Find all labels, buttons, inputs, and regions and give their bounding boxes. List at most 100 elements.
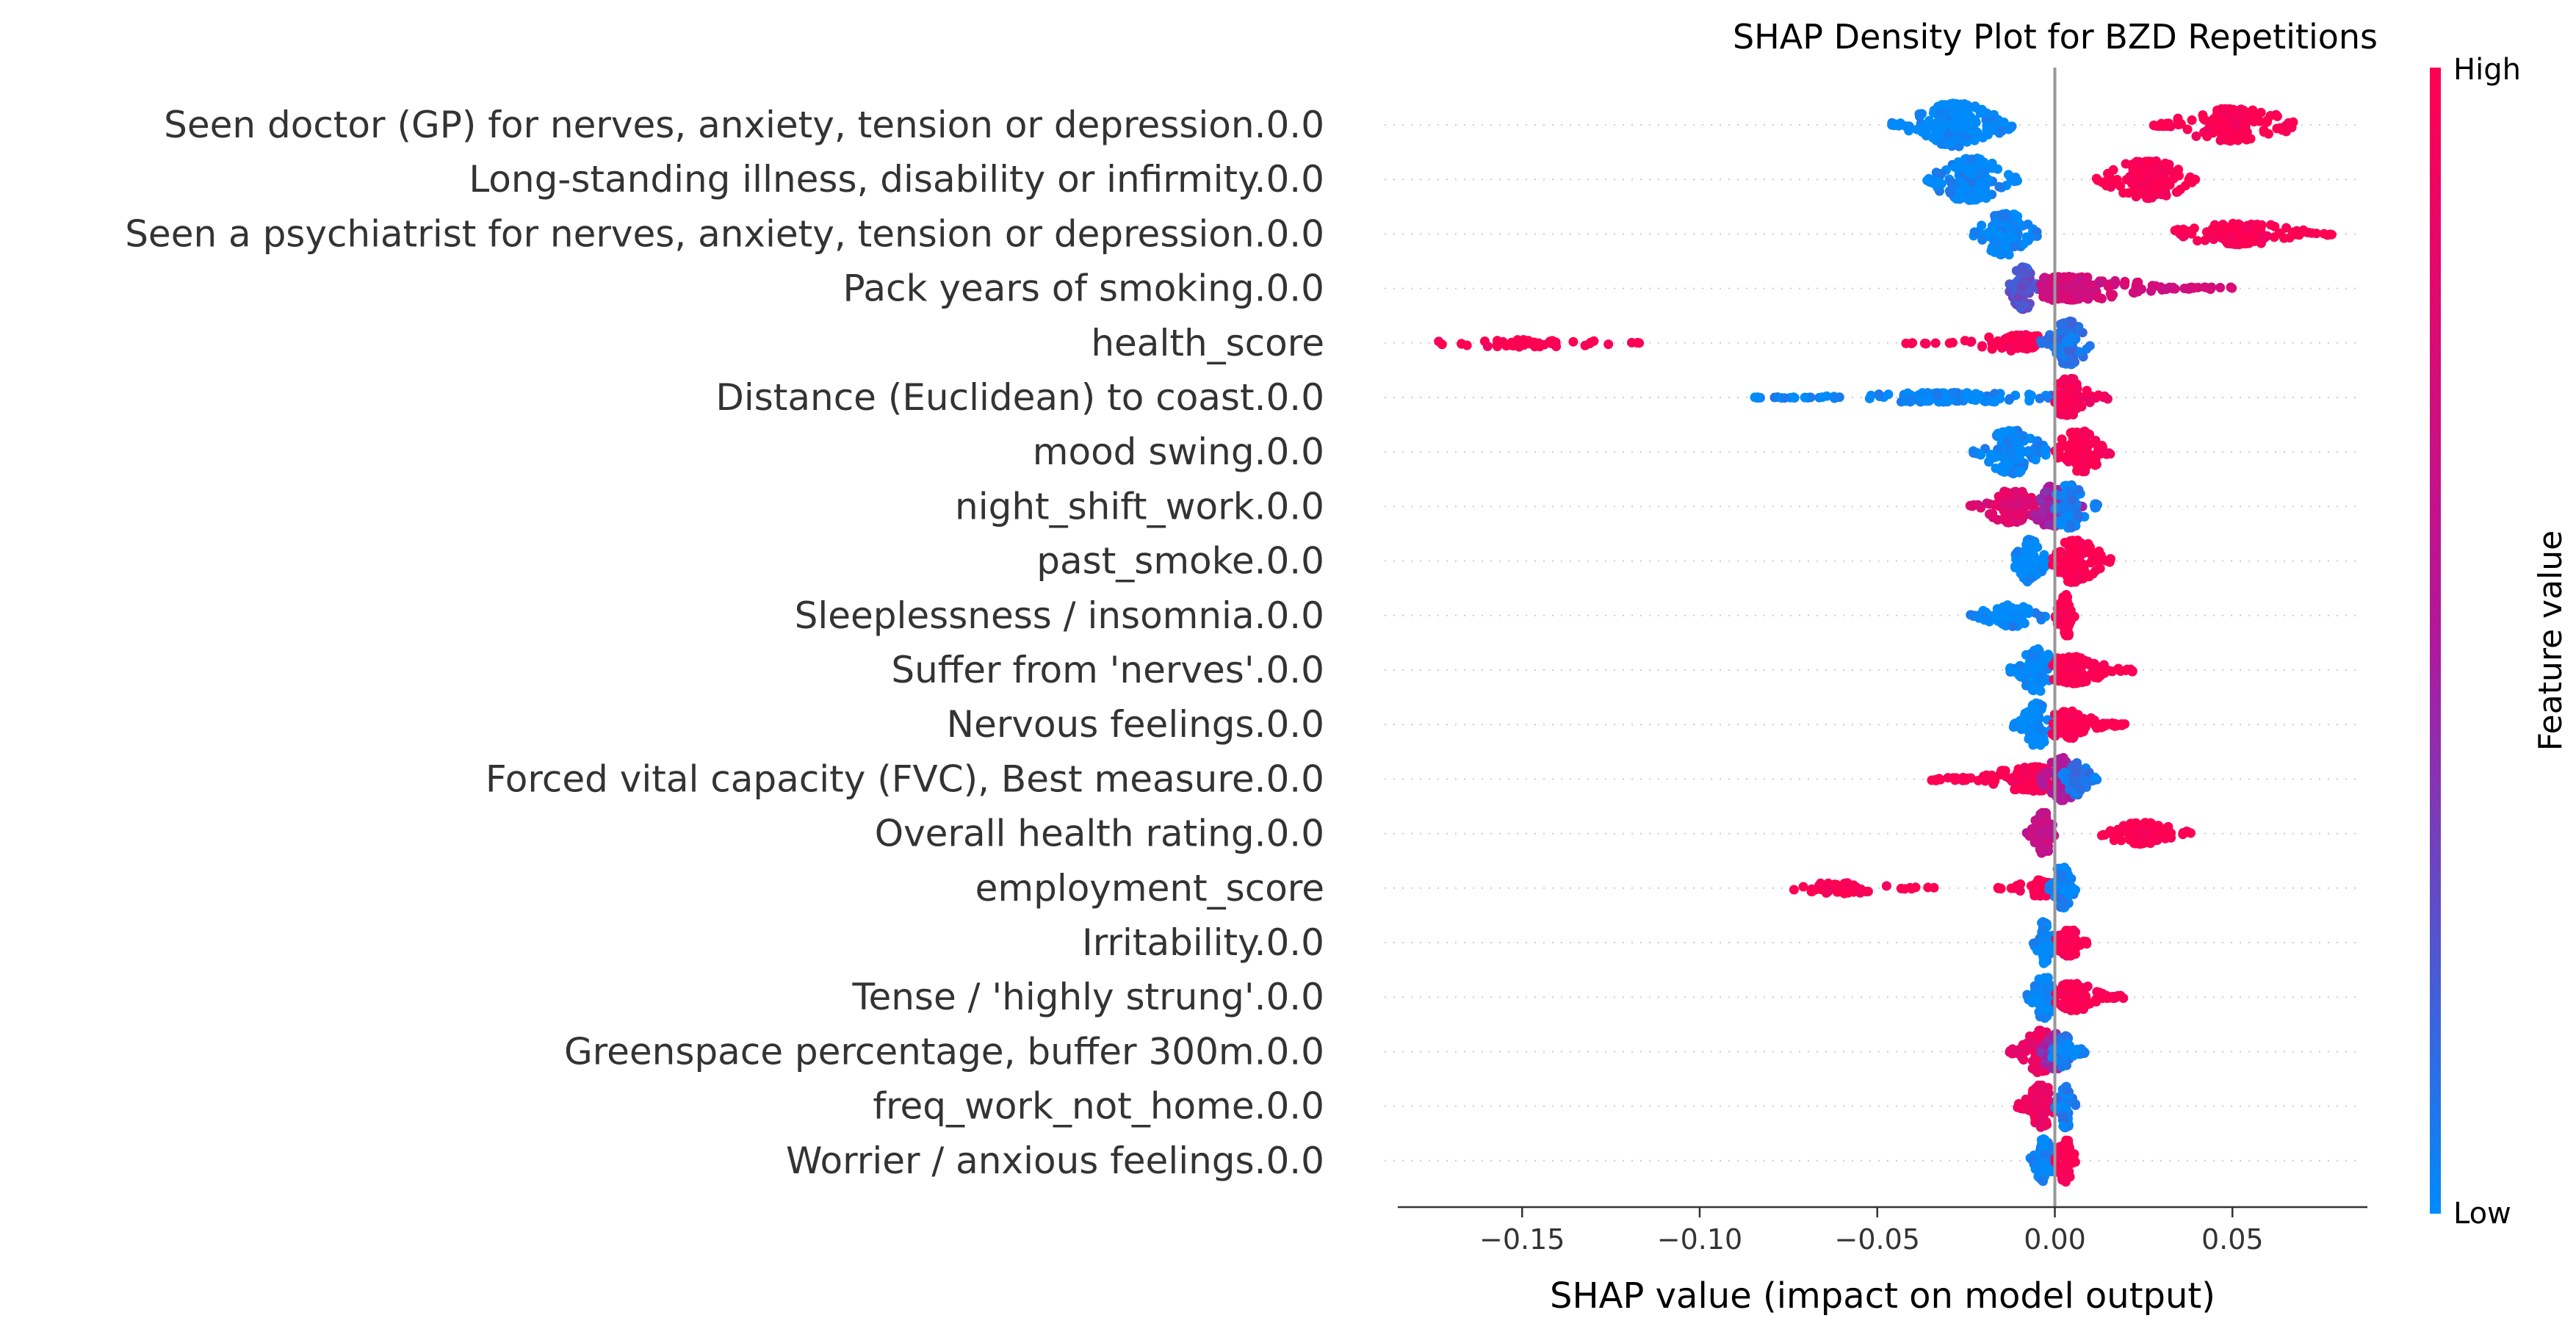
shap-point: [2030, 711, 2040, 721]
feature-rows: Seen doctor (GP) for nerves, anxiety, te…: [125, 104, 2362, 1182]
shap-point: [2074, 724, 2085, 735]
shap-point: [1829, 393, 1839, 403]
shap-point: [2160, 158, 2171, 168]
shap-point: [1603, 339, 1614, 350]
shap-point: [1951, 98, 1961, 109]
shap-point: [2066, 522, 2077, 533]
shap-point: [1969, 448, 1979, 458]
shap-point: [1954, 117, 1964, 127]
shap-point: [2228, 223, 2238, 233]
shap-point: [2015, 609, 2025, 619]
shap-point: [2030, 455, 2041, 465]
shap-point: [2041, 1004, 2051, 1015]
shap-point: [1964, 195, 1974, 205]
shap-point: [2066, 453, 2076, 464]
feature-label: Nervous feelings.0.0: [947, 703, 1324, 746]
feature-label: Forced vital capacity (FVC), Best measur…: [486, 757, 1324, 800]
shap-point: [2204, 283, 2214, 293]
shap-point: [2291, 229, 2301, 240]
shap-point: [1963, 114, 1972, 124]
shap-point: [2013, 510, 2023, 520]
shap-point: [2080, 278, 2090, 288]
shap-point: [2307, 228, 2317, 238]
shap-point: [2058, 899, 2068, 910]
shap-point: [2103, 394, 2113, 404]
shap-point: [1989, 109, 1999, 120]
shap-point: [2169, 173, 2179, 183]
shap-point: [2116, 835, 2126, 846]
shap-point: [2033, 835, 2043, 846]
shap-point: [1922, 176, 1933, 186]
shap-point: [1945, 188, 1955, 198]
shap-point: [2226, 282, 2236, 292]
shap-point: [2259, 233, 2270, 243]
shap-point: [1881, 881, 1891, 891]
shap-point: [2191, 131, 2201, 141]
shap-point: [2100, 719, 2110, 729]
shap-point: [1990, 247, 1999, 257]
shap-point: [1547, 336, 1557, 346]
shap-point: [1996, 884, 2006, 894]
shap-point: [2187, 177, 2197, 187]
shap-point: [1999, 118, 2009, 127]
shap-point: [2060, 375, 2070, 386]
shap-point: [2038, 934, 2048, 944]
shap-point: [1823, 887, 1833, 897]
shap-point: [1985, 450, 1996, 460]
shap-point: [2005, 332, 2015, 342]
shap-point: [1966, 154, 1977, 165]
shap-point: [2005, 394, 2015, 404]
shap-point: [2105, 666, 2115, 676]
shap-point: [2063, 630, 2074, 641]
shap-point: [2059, 275, 2069, 285]
shap-point: [2159, 168, 2169, 178]
shap-point: [1995, 394, 2005, 404]
shap-point: [2021, 546, 2031, 556]
shap-point: [1914, 109, 1924, 119]
shap-point: [2102, 176, 2113, 186]
shap-point: [2281, 223, 2292, 233]
shap-point: [2023, 219, 2033, 229]
shap-point: [1987, 158, 1997, 168]
shap-point: [1901, 338, 1911, 348]
shap-point: [2227, 231, 2237, 241]
shap-point: [2068, 374, 2079, 384]
shap-point: [1864, 393, 1875, 403]
shap-point: [2074, 1001, 2084, 1012]
shap-point: [1970, 228, 1980, 238]
shap-point: [2034, 890, 2044, 900]
shap-point: [2015, 467, 2024, 477]
shap-point: [2078, 936, 2088, 946]
shap-point: [2004, 124, 2014, 134]
shap-point: [2041, 813, 2052, 823]
shap-point: [1988, 508, 1998, 519]
shap-point: [1969, 135, 1980, 145]
shap-point: [1955, 186, 1965, 196]
shap-point: [2120, 276, 2130, 287]
shap-point: [1998, 619, 2007, 629]
shap-point: [1923, 882, 1933, 893]
shap-point: [2216, 129, 2226, 139]
shap-point: [1922, 128, 1932, 138]
shap-point: [2008, 722, 2018, 732]
shap-point: [2176, 119, 2186, 129]
shap-point: [2057, 434, 2067, 444]
shap-point: [2130, 168, 2140, 177]
shap-point: [1998, 212, 2008, 222]
shap-point: [1982, 126, 1992, 136]
shap-point: [1949, 162, 1960, 172]
shap-point: [2094, 546, 2104, 556]
shap-point: [2275, 123, 2285, 133]
shap-point: [2144, 156, 2154, 167]
shap-point: [2035, 611, 2045, 622]
shap-point: [2060, 885, 2071, 896]
shap-point: [2093, 390, 2104, 400]
shap-point: [1946, 177, 1956, 187]
shap-point: [2175, 184, 2185, 195]
shap-point: [2218, 117, 2229, 126]
shap-point: [2071, 766, 2081, 777]
shap-point: [1974, 184, 1984, 194]
shap-point: [2193, 282, 2204, 292]
shap-point: [2074, 511, 2084, 522]
